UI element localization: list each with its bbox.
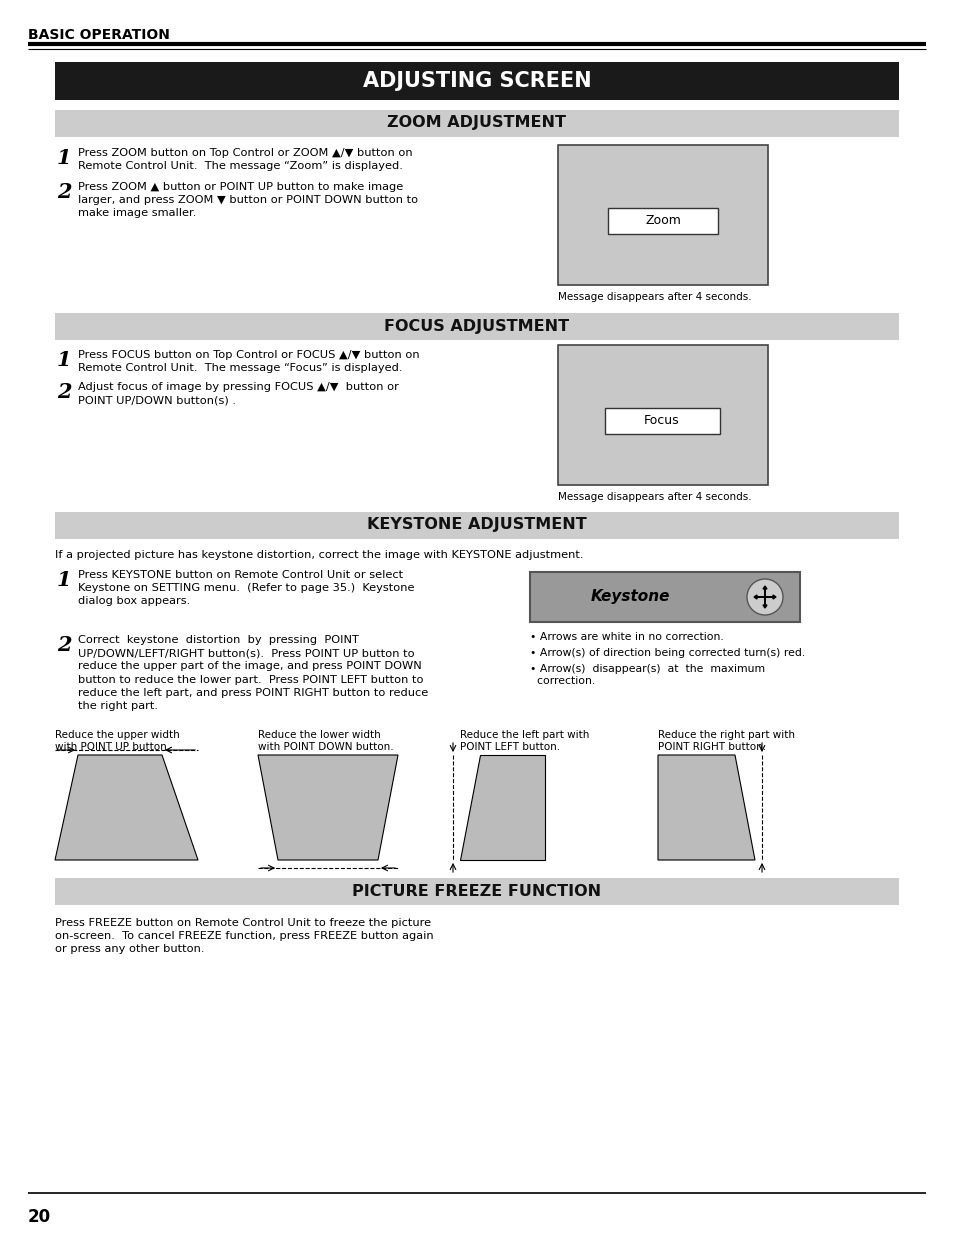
Text: 2: 2	[57, 635, 71, 655]
Bar	[55, 878, 898, 905]
Text: Press FOCUS button on Top Control or FOCUS ▲/▼ button on
Remote Control Unit.  T: Press FOCUS button on Top Control or FOC…	[78, 350, 419, 373]
Text: Reduce the left part with
POINT LEFT button.: Reduce the left part with POINT LEFT but…	[459, 730, 589, 752]
Text: 1: 1	[57, 148, 71, 168]
Text: KEYSTONE ADJUSTMENT: KEYSTONE ADJUSTMENT	[367, 517, 586, 532]
Text: Correct  keystone  distortion  by  pressing  POINT
UP/DOWN/LEFT/RIGHT button(s).: Correct keystone distortion by pressing …	[78, 635, 428, 711]
Polygon shape	[459, 755, 544, 860]
Text: Press ZOOM button on Top Control or ZOOM ▲/▼ button on
Remote Control Unit.  The: Press ZOOM button on Top Control or ZOOM…	[78, 148, 413, 172]
Text: Keystone: Keystone	[590, 589, 669, 604]
Bar	[607, 207, 718, 233]
Text: PICTURE FREEZE FUNCTION: PICTURE FREEZE FUNCTION	[352, 883, 601, 899]
FancyArrow shape	[762, 597, 766, 608]
FancyArrow shape	[764, 595, 775, 599]
Text: ZOOM ADJUSTMENT: ZOOM ADJUSTMENT	[387, 116, 566, 131]
Text: 20: 20	[28, 1208, 51, 1226]
FancyArrow shape	[762, 585, 766, 597]
Text: 1: 1	[57, 571, 71, 590]
Polygon shape	[658, 755, 754, 860]
Text: Message disappears after 4 seconds.: Message disappears after 4 seconds.	[558, 492, 751, 501]
Polygon shape	[257, 755, 397, 860]
Text: 2: 2	[57, 182, 71, 203]
Bar	[55, 110, 898, 137]
Bar	[55, 513, 898, 538]
Text: FOCUS ADJUSTMENT: FOCUS ADJUSTMENT	[384, 319, 569, 333]
Bar	[55, 312, 898, 340]
Text: Reduce the upper width
with POINT UP button.: Reduce the upper width with POINT UP but…	[55, 730, 179, 752]
Bar	[558, 345, 767, 485]
Text: Zoom: Zoom	[644, 215, 680, 227]
Text: If a projected picture has keystone distortion, correct the image with KEYSTONE : If a projected picture has keystone dist…	[55, 550, 583, 559]
Bar	[558, 144, 767, 285]
Bar	[530, 572, 800, 622]
Text: BASIC OPERATION: BASIC OPERATION	[28, 28, 170, 42]
Text: Reduce the lower width
with POINT DOWN button.: Reduce the lower width with POINT DOWN b…	[257, 730, 394, 752]
Text: Press KEYSTONE button on Remote Control Unit or select
Keystone on SETTING menu.: Press KEYSTONE button on Remote Control …	[78, 571, 414, 606]
Bar	[604, 408, 720, 433]
Text: ADJUSTING SCREEN: ADJUSTING SCREEN	[362, 70, 591, 91]
Circle shape	[746, 579, 782, 615]
Bar	[55, 62, 898, 100]
Text: Press FREEZE button on Remote Control Unit to freeze the picture
on-screen.  To : Press FREEZE button on Remote Control Un…	[55, 918, 434, 955]
Text: Message disappears after 4 seconds.: Message disappears after 4 seconds.	[558, 291, 751, 303]
Text: 2: 2	[57, 382, 71, 403]
Text: Adjust focus of image by pressing FOCUS ▲/▼  button or
POINT UP/DOWN button(s) .: Adjust focus of image by pressing FOCUS …	[78, 382, 398, 405]
FancyArrow shape	[753, 595, 764, 599]
Text: Reduce the right part with
POINT RIGHT button.: Reduce the right part with POINT RIGHT b…	[658, 730, 794, 752]
Polygon shape	[55, 755, 198, 860]
Text: • Arrows are white in no correction.: • Arrows are white in no correction.	[530, 632, 723, 642]
Text: 1: 1	[57, 350, 71, 370]
Text: Focus: Focus	[643, 415, 679, 427]
Text: • Arrow(s)  disappear(s)  at  the  maximum
  correction.: • Arrow(s) disappear(s) at the maximum c…	[530, 664, 764, 687]
Text: • Arrow(s) of direction being corrected turn(s) red.: • Arrow(s) of direction being corrected …	[530, 648, 804, 658]
Text: Press ZOOM ▲ button or POINT UP button to make image
larger, and press ZOOM ▼ bu: Press ZOOM ▲ button or POINT UP button t…	[78, 182, 417, 219]
